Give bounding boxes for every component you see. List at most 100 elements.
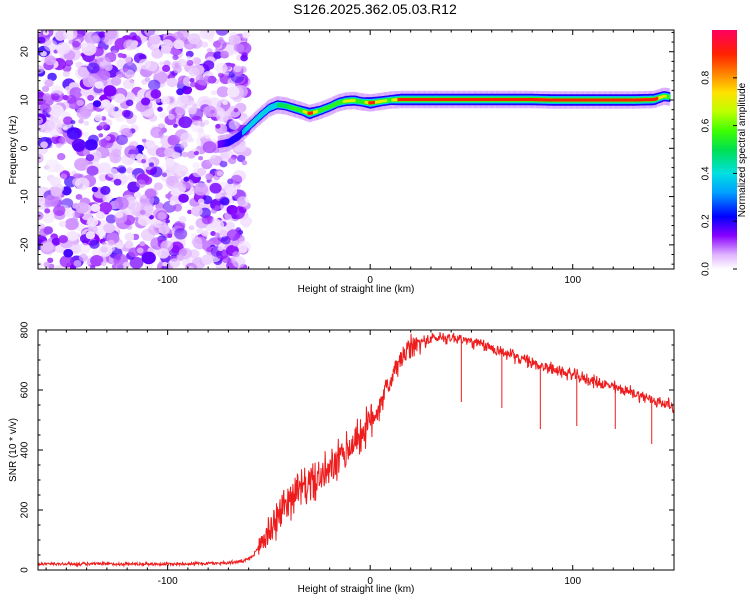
- noise-blob: [236, 154, 246, 163]
- ridge-cell: [358, 99, 361, 104]
- ridge-core: [448, 98, 451, 101]
- noise-blob: [64, 86, 72, 92]
- ridge-core: [607, 98, 610, 102]
- ridge-core: [470, 98, 473, 101]
- snr-y-tick-label: 0: [20, 567, 31, 573]
- ridge-core: [443, 98, 446, 101]
- ridge-cell: [237, 132, 239, 141]
- ridge-cell: [361, 99, 363, 104]
- ridge-core: [477, 98, 480, 101]
- noise-blob: [136, 247, 144, 254]
- ridge-core: [562, 98, 565, 102]
- ridge-cell: [254, 117, 256, 124]
- noise-blob: [66, 230, 79, 242]
- ridge-core: [464, 98, 467, 101]
- noise-blob: [162, 261, 168, 267]
- snr-x-tick-label: -100: [158, 576, 178, 587]
- ridge-core: [577, 98, 580, 102]
- ridge-core: [484, 98, 487, 101]
- ridge-cell: [362, 99, 365, 105]
- noise-blob: [51, 93, 60, 101]
- ridge-core: [610, 98, 612, 102]
- ridge-cell: [303, 110, 306, 114]
- noise-blob: [225, 221, 236, 231]
- ridge-core: [435, 98, 437, 101]
- noise-blob: [129, 42, 138, 50]
- ridge-cell: [367, 101, 369, 104]
- ridge-core: [606, 98, 609, 102]
- noise-blob: [81, 42, 88, 48]
- noise-blob: [149, 219, 158, 226]
- ridge-cell: [274, 102, 277, 109]
- ridge-core: [493, 98, 496, 101]
- ridge-core: [309, 111, 312, 115]
- ridge-core: [370, 101, 373, 105]
- ridge-cell: [395, 98, 397, 102]
- spectrogram-y-label: Frequency (Hz): [8, 116, 19, 185]
- ridge-cell: [217, 140, 220, 148]
- noise-blob: [98, 162, 112, 174]
- noise-blob: [193, 68, 199, 73]
- noise-blob: [193, 151, 199, 156]
- noise-blob: [139, 209, 146, 215]
- ridge-core: [567, 98, 570, 102]
- ridge-cell: [251, 120, 254, 126]
- noise-blob: [188, 107, 197, 115]
- ridge-cell: [668, 94, 671, 100]
- ridge-cell: [220, 140, 222, 148]
- noise-blob: [158, 224, 170, 235]
- ridge-core: [646, 98, 649, 102]
- ridge-core: [408, 98, 411, 101]
- ridge-core: [403, 98, 406, 101]
- ridge-cell: [359, 99, 362, 104]
- ridge-cell: [353, 99, 356, 102]
- noise-blob: [58, 155, 64, 160]
- ridge-cell: [657, 96, 660, 100]
- noise-blob: [220, 97, 228, 104]
- ridge-core: [483, 98, 486, 101]
- ridge-core: [503, 98, 506, 101]
- noise-blob: [165, 158, 175, 166]
- noise-blob: [215, 30, 229, 36]
- colorbar-tick-label: 0.2: [701, 214, 712, 228]
- noise-blob: [144, 188, 157, 199]
- noise-blob: [66, 127, 82, 140]
- noise-blob: [102, 196, 110, 203]
- ridge-core: [492, 98, 495, 101]
- ridge-cell: [323, 106, 326, 112]
- noise-blob: [148, 79, 161, 91]
- noise-blob: [173, 123, 178, 128]
- ridge-core: [311, 111, 313, 115]
- ridge-core: [632, 98, 634, 102]
- noise-blob: [38, 261, 43, 269]
- spectrogram-x-tick-label: 100: [564, 275, 581, 286]
- noise-blob: [210, 90, 217, 96]
- ridge-core: [579, 98, 582, 102]
- ridge-core: [616, 98, 619, 102]
- ridge-core: [476, 98, 479, 101]
- noise-blob: [159, 112, 167, 119]
- noise-blob: [50, 187, 62, 197]
- ridge-core: [501, 98, 504, 101]
- ridge-core: [595, 98, 598, 102]
- noise-blob: [144, 77, 151, 82]
- noise-blob: [202, 141, 217, 154]
- snr-y-tick-label: 600: [20, 381, 31, 398]
- ridge-cell: [272, 103, 275, 110]
- noise-blob: [157, 211, 167, 220]
- snr-y-tick-label: 400: [20, 441, 31, 458]
- noise-blob: [188, 225, 195, 231]
- ridge-core: [432, 98, 435, 101]
- noise-blob: [216, 86, 230, 98]
- noise-blob: [47, 72, 57, 82]
- ridge-core: [420, 98, 423, 101]
- ridge-cell: [300, 108, 303, 113]
- ridge-core: [373, 100, 375, 104]
- ridge-cell: [382, 99, 385, 103]
- noise-blob: [204, 134, 211, 140]
- noise-blob: [78, 253, 88, 262]
- noise-blob: [165, 219, 170, 224]
- ridge-cell: [247, 123, 250, 130]
- ridge-core: [624, 98, 627, 102]
- ridge-cell: [351, 99, 354, 102]
